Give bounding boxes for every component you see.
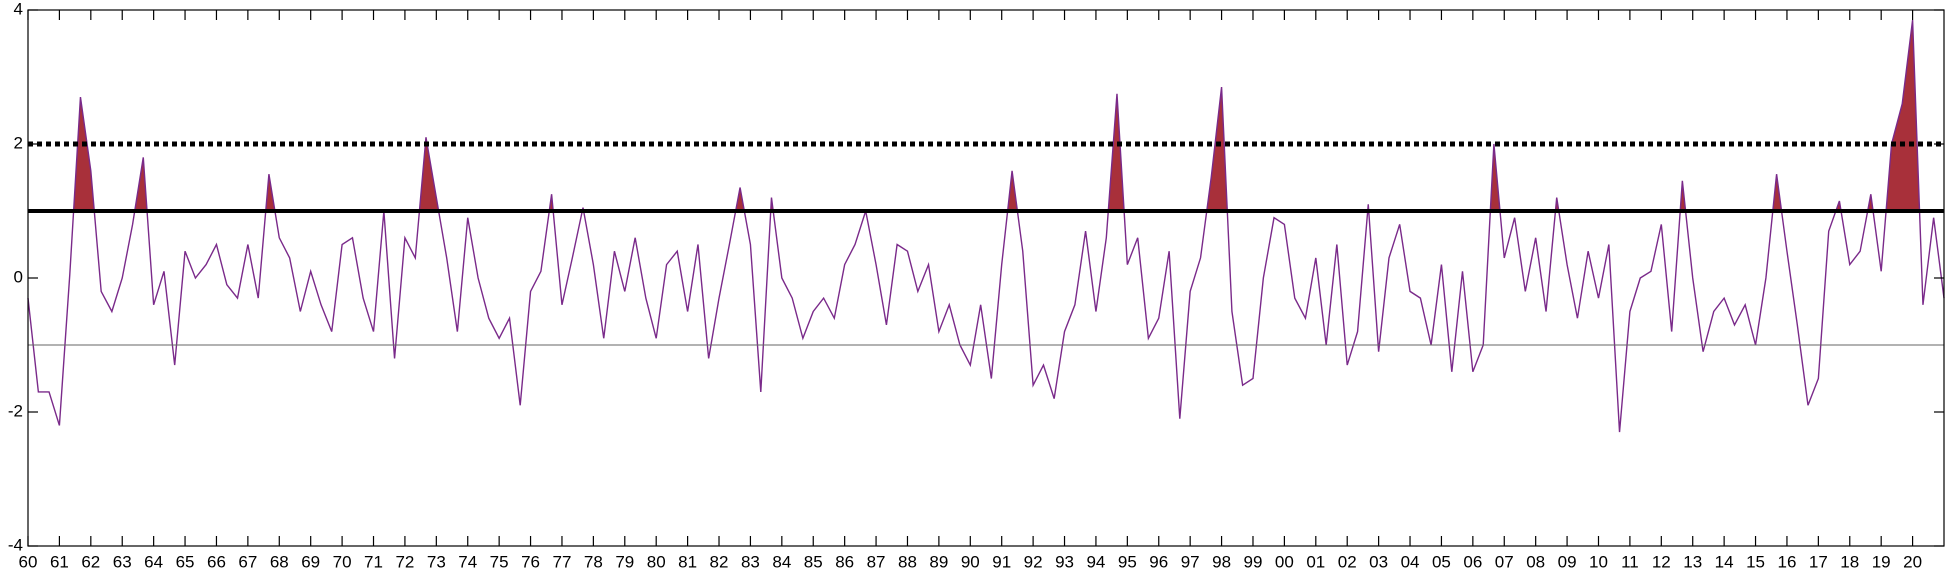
x-tick-label: 81 [678, 552, 697, 571]
x-tick-label: 04 [1401, 552, 1420, 571]
x-tick-label: 65 [176, 552, 195, 571]
x-tick-label: 82 [710, 552, 729, 571]
x-tick-label: 68 [270, 552, 289, 571]
x-tick-label: 93 [1055, 552, 1074, 571]
x-tick-label: 16 [1777, 552, 1796, 571]
series-line [27, 19, 1945, 433]
x-tick-label: 80 [647, 552, 666, 571]
x-tick-label: 08 [1526, 552, 1545, 571]
x-tick-label: 84 [772, 552, 791, 571]
x-tick-label: 18 [1840, 552, 1859, 571]
y-tick-label: -4 [8, 535, 23, 554]
x-tick-label: 75 [490, 552, 509, 571]
x-tick-label: 73 [427, 552, 446, 571]
x-tick-label: 09 [1558, 552, 1577, 571]
x-tick-label: 06 [1463, 552, 1482, 571]
x-tick-label: 13 [1683, 552, 1702, 571]
x-tick-label: 92 [1024, 552, 1043, 571]
x-tick-label: 64 [144, 552, 163, 571]
x-tick-label: 95 [1118, 552, 1137, 571]
x-tick-label: 74 [458, 552, 477, 571]
x-tick-label: 17 [1809, 552, 1828, 571]
x-tick-label: 90 [961, 552, 980, 571]
x-tick-label: 62 [81, 552, 100, 571]
x-tick-label: 63 [113, 552, 132, 571]
x-tick-label: 15 [1746, 552, 1765, 571]
y-tick-label: -2 [8, 401, 23, 420]
x-tick-label: 00 [1275, 552, 1294, 571]
x-tick-label: 87 [867, 552, 886, 571]
x-tick-label: 20 [1903, 552, 1922, 571]
plot-frame [27, 9, 1945, 547]
x-tick-label: 83 [741, 552, 760, 571]
x-tick-label: 71 [364, 552, 383, 571]
x-tick-label: 03 [1369, 552, 1388, 571]
x-tick-label: 05 [1432, 552, 1451, 571]
x-tick-label: 60 [19, 552, 38, 571]
x-tick-label: 76 [521, 552, 540, 571]
x-tick-label: 86 [835, 552, 854, 571]
x-tick-label: 70 [333, 552, 352, 571]
x-tick-label: 12 [1652, 552, 1671, 571]
x-tick-label: 85 [804, 552, 823, 571]
y-tick-label: 2 [14, 133, 23, 152]
x-tick-label: 99 [1244, 552, 1263, 571]
x-tick-label: 19 [1872, 552, 1891, 571]
x-tick-label: 79 [615, 552, 634, 571]
x-tick-label: 61 [50, 552, 69, 571]
x-tick-label: 77 [553, 552, 572, 571]
y-tick-label: 4 [14, 0, 23, 18]
x-tick-label: 72 [395, 552, 414, 571]
x-tick-label: 78 [584, 552, 603, 571]
x-tick-label: 14 [1715, 552, 1734, 571]
x-tick-label: 10 [1589, 552, 1608, 571]
x-tick-label: 02 [1338, 552, 1357, 571]
x-tick-label: 66 [207, 552, 226, 571]
x-tick-label: 07 [1495, 552, 1514, 571]
x-tick-label: 89 [929, 552, 948, 571]
x-tick-label: 96 [1149, 552, 1168, 571]
x-tick-label: 11 [1621, 552, 1639, 571]
x-tick-label: 67 [238, 552, 257, 571]
y-tick-label: 0 [14, 267, 23, 286]
x-tick-label: 01 [1306, 552, 1325, 571]
x-tick-label: 91 [992, 552, 1011, 571]
x-tick-label: 88 [898, 552, 917, 571]
x-tick-label: 69 [301, 552, 320, 571]
x-tick-label: 94 [1086, 552, 1105, 571]
x-tick-label: 97 [1181, 552, 1200, 571]
area-fill [28, 20, 1944, 211]
x-tick-label: 98 [1212, 552, 1231, 571]
